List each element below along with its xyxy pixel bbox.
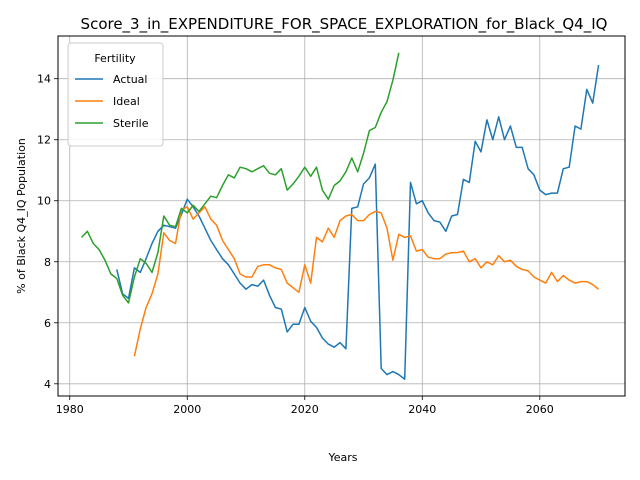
legend-label-actual: Actual: [113, 73, 147, 86]
plot-frame: [57, 35, 626, 397]
x-tick-label: 2060: [526, 403, 554, 416]
legend-box: [67, 42, 164, 147]
y-tick-label: 4: [44, 378, 51, 391]
legend: Fertility Actual Ideal Sterile: [67, 42, 164, 147]
y-tick-label: 12: [37, 134, 51, 147]
x-tick-label: 2040: [408, 403, 436, 416]
series-line-sterile: [80, 52, 400, 304]
y-tick-label: 8: [44, 256, 51, 269]
y-tick-label: 6: [44, 317, 51, 330]
series-line-actual: [116, 64, 600, 380]
legend-entries: Actual Ideal Sterile: [75, 73, 149, 130]
series-layer: [80, 52, 600, 380]
chart-title: Score_3_in_EXPENDITURE_FOR_SPACE_EXPLORA…: [81, 15, 608, 34]
x-tick-label: 1980: [56, 403, 84, 416]
x-tick-label: 2000: [173, 403, 201, 416]
legend-label-sterile: Sterile: [113, 117, 149, 130]
x-axis-label: Years: [327, 451, 357, 464]
y-tick-label: 10: [37, 195, 51, 208]
grid-layer: [58, 36, 625, 396]
legend-label-ideal: Ideal: [113, 95, 140, 108]
series-line-ideal: [133, 206, 600, 357]
axis-layer: 1980 2000 2020 2040 2060 4 6 8 10 12 14: [37, 73, 554, 416]
y-tick-label: 14: [37, 73, 51, 86]
x-tick-label: 2020: [291, 403, 319, 416]
legend-title: Fertility: [94, 52, 136, 65]
y-axis-label: % of Black Q4_IQ Population: [15, 138, 28, 294]
